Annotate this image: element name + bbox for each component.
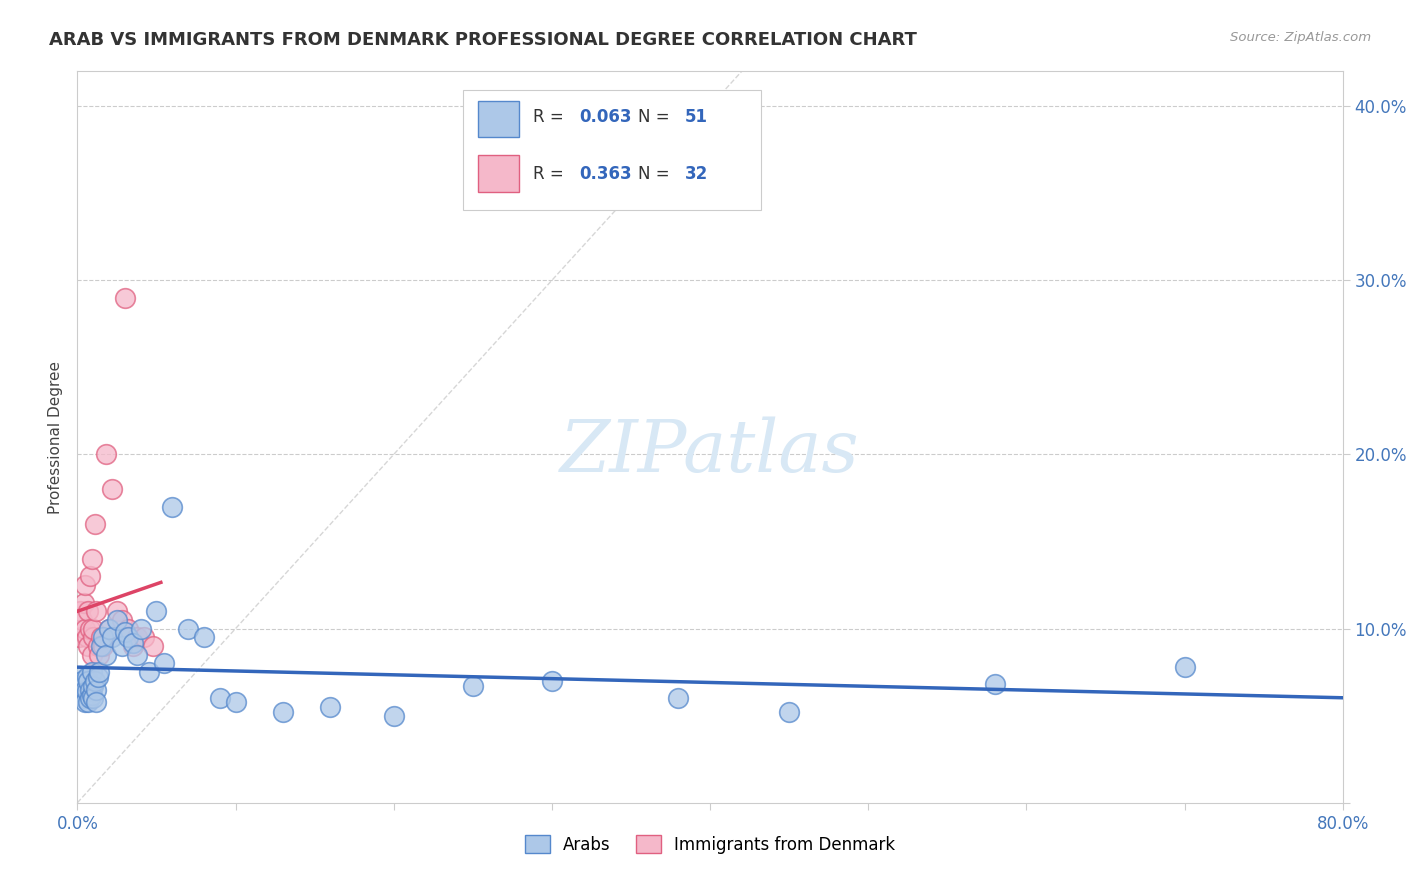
- Point: [80, 688, 103, 702]
- Point: [76, 684, 98, 698]
- Point: [111, 613, 132, 627]
- Legend: Arabs, Immigrants from Denmark: Arabs, Immigrants from Denmark: [519, 829, 901, 860]
- Bar: [478, 101, 519, 137]
- Point: [101, 631, 124, 645]
- Point: [82, 679, 104, 693]
- Text: 0.363: 0.363: [579, 165, 633, 183]
- Point: [91, 639, 114, 653]
- Point: [82, 631, 104, 645]
- Point: [70, 673, 93, 688]
- Point: [668, 691, 690, 706]
- Point: [91, 631, 114, 645]
- Point: [319, 700, 342, 714]
- Point: [86, 682, 108, 697]
- Point: [86, 695, 108, 709]
- Text: R =: R =: [533, 109, 569, 127]
- Text: ZIPatlas: ZIPatlas: [560, 417, 860, 487]
- Point: [75, 682, 97, 697]
- Point: [193, 631, 215, 645]
- Point: [271, 705, 294, 719]
- Text: N =: N =: [638, 165, 675, 183]
- Text: R =: R =: [533, 165, 569, 183]
- Point: [94, 448, 117, 462]
- Point: [778, 705, 800, 719]
- Point: [105, 613, 128, 627]
- Point: [75, 622, 97, 636]
- Point: [73, 691, 96, 706]
- Point: [94, 648, 117, 662]
- Point: [90, 631, 112, 645]
- Point: [89, 648, 111, 662]
- Point: [162, 500, 183, 514]
- Point: [121, 635, 143, 649]
- Text: Source: ZipAtlas.com: Source: ZipAtlas.com: [1230, 31, 1371, 45]
- Point: [67, 677, 90, 691]
- Point: [77, 695, 100, 709]
- Point: [75, 695, 97, 709]
- Point: [1173, 660, 1195, 674]
- Point: [82, 691, 104, 706]
- Point: [67, 631, 90, 645]
- Point: [83, 673, 105, 688]
- Point: [76, 631, 98, 645]
- Point: [69, 668, 91, 682]
- Point: [114, 625, 136, 640]
- Point: [80, 665, 103, 680]
- Point: [121, 639, 143, 653]
- Point: [540, 673, 562, 688]
- Point: [117, 631, 139, 645]
- Point: [105, 604, 128, 618]
- Point: [114, 291, 136, 305]
- Point: [83, 517, 105, 532]
- Point: [98, 622, 120, 636]
- Point: [77, 639, 100, 653]
- Point: [79, 622, 101, 636]
- Point: [80, 648, 103, 662]
- Point: [89, 665, 111, 680]
- Point: [153, 657, 176, 671]
- Point: [142, 639, 165, 653]
- Point: [73, 686, 96, 700]
- Bar: [464, 89, 761, 211]
- Point: [461, 679, 484, 693]
- Point: [87, 670, 110, 684]
- Text: ARAB VS IMMIGRANTS FROM DENMARK PROFESSIONAL DEGREE CORRELATION CHART: ARAB VS IMMIGRANTS FROM DENMARK PROFESSI…: [49, 31, 917, 49]
- Point: [69, 604, 91, 618]
- Point: [132, 631, 155, 645]
- Text: 0.063: 0.063: [579, 109, 633, 127]
- Point: [382, 708, 405, 723]
- Text: 51: 51: [685, 109, 707, 127]
- Point: [127, 648, 149, 662]
- Point: [82, 622, 104, 636]
- Point: [127, 631, 149, 645]
- Point: [138, 665, 160, 680]
- Text: 32: 32: [685, 165, 709, 183]
- Point: [129, 622, 152, 636]
- Point: [77, 673, 100, 688]
- Point: [76, 670, 98, 684]
- Point: [117, 622, 139, 636]
- Point: [101, 483, 124, 497]
- Point: [208, 691, 231, 706]
- Point: [73, 595, 96, 609]
- Point: [80, 552, 103, 566]
- Point: [225, 695, 247, 709]
- Point: [90, 639, 112, 653]
- Point: [79, 682, 101, 697]
- Point: [87, 639, 110, 653]
- Point: [111, 639, 132, 653]
- Point: [79, 569, 101, 583]
- Point: [75, 578, 97, 592]
- Point: [98, 622, 120, 636]
- Y-axis label: Professional Degree: Professional Degree: [48, 360, 63, 514]
- Point: [984, 677, 1007, 691]
- Point: [177, 622, 200, 636]
- Bar: [478, 155, 519, 192]
- Text: N =: N =: [638, 109, 675, 127]
- Point: [145, 604, 167, 618]
- Point: [86, 604, 108, 618]
- Point: [79, 691, 101, 706]
- Point: [77, 604, 100, 618]
- Point: [70, 613, 93, 627]
